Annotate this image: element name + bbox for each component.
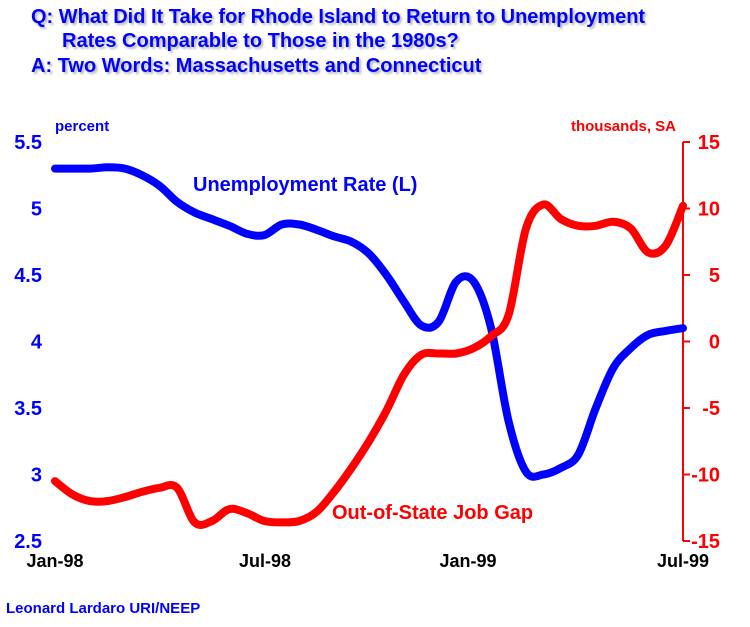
left-axis-tick-label: 5 <box>31 199 42 221</box>
right-axis-tick-label: 10 <box>698 199 720 221</box>
right-axis-tick-label: -5 <box>702 398 720 420</box>
chart-title-line-1: Q: What Did It Take for Rhode Island to … <box>31 6 646 28</box>
chart-title-line-3: A: Two Words: Massachusetts and Connecti… <box>31 55 482 77</box>
left-axis-tick-label: 5.5 <box>14 132 42 154</box>
right-axis-tick-label: 5 <box>709 265 720 287</box>
chart-title-line-2: Rates Comparable to Those in the 1980s? <box>62 30 459 52</box>
x-axis-tick-label: Jul-99 <box>657 551 709 571</box>
right-axis-tick-label: 15 <box>698 132 720 154</box>
left-axis-tick-label: 3.5 <box>14 398 42 420</box>
unemployment-rate-annotation: Unemployment Rate (L) <box>193 174 417 196</box>
left-axis-tick-label: 2.5 <box>14 531 42 553</box>
right-axis-tick-label: 0 <box>709 332 720 354</box>
job-gap-line <box>51 200 687 529</box>
unemployment-rate-line <box>51 163 687 481</box>
x-axis-tick-label: Jul-98 <box>239 551 291 571</box>
left-axis-tick-label: 4 <box>31 332 43 354</box>
left-axis-tick-label: 3 <box>31 465 42 487</box>
x-axis-tick-label: Jan-98 <box>26 551 83 571</box>
x-axis-tick-label: Jan-99 <box>439 551 496 571</box>
right-axis-tick-label: -15 <box>691 531 720 553</box>
job-gap-annotation: Out-of-State Job Gap <box>332 502 533 524</box>
left-axis-unit-label: percent <box>55 118 109 135</box>
right-axis-unit-label: thousands, SA <box>571 118 676 135</box>
right-axis-tick-label: -10 <box>691 465 720 487</box>
left-axis-tick-label: 4.5 <box>14 265 42 287</box>
credit-text: Leonard Lardaro URI/NEEP <box>6 600 201 617</box>
